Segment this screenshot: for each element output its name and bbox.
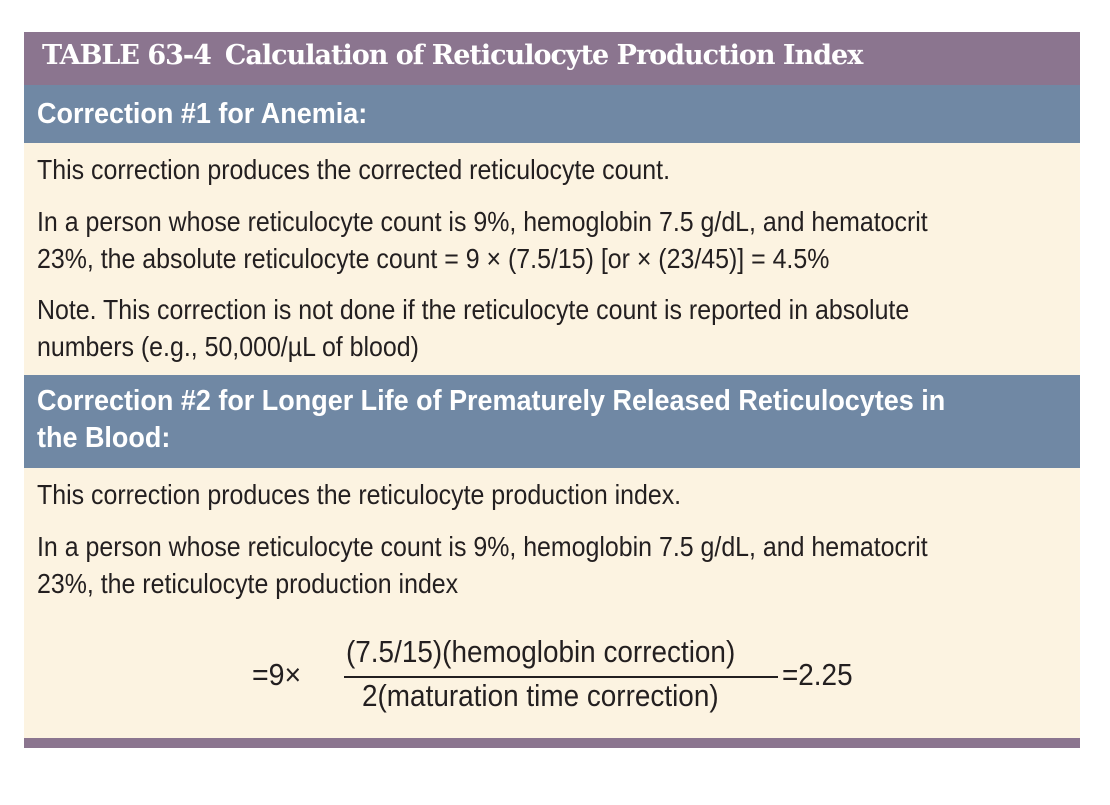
table-bottom-rule [24,738,1080,748]
reticulocyte-table: TABLE 63-4 Calculation of Reticulocyte Pr… [24,32,1080,748]
section-1-header: Correction #1 for Anemia: [24,85,1080,143]
section-1-header-text: Correction #1 for Anemia: [37,98,368,130]
table-title-bar: TABLE 63-4 Calculation of Reticulocyte Pr… [24,32,1080,85]
formula-numerator: (7.5/15)(hemoglobin correction) [346,634,736,669]
section-2-paragraph-2-line-2: 23%, the reticulocyte production index [37,568,459,599]
section-1-paragraph-2-line-2: 23%, the absolute reticulocyte count = 9… [37,243,830,274]
fraction-bar [344,676,778,678]
formula-denominator: 2(maturation time correction) [362,678,719,713]
formula-prefix: =9× [252,657,302,692]
section-2-paragraph-2-line-1: In a person whose reticulocyte count is … [37,531,928,562]
table-title: TABLE 63-4 Calculation of Reticulocyte Pr… [42,40,863,71]
section-1-paragraph-2-line-1: In a person whose reticulocyte count is … [37,206,928,237]
section-1-paragraph-1: This correction produces the corrected r… [37,154,670,185]
table-title-text: Calculation of Reticulocyte Production I… [224,40,863,71]
table-number: TABLE 63-4 [42,40,212,71]
section-1-note-line-2: numbers (e.g., 50,000/µL of blood) [37,331,419,362]
formula-result: =2.25 [782,657,853,692]
section-2-paragraph-1: This correction produces the reticulocyt… [37,479,682,510]
section-2-header: Correction #2 for Longer Life of Prematu… [24,375,1080,468]
section-2-header-line-1: Correction #2 for Longer Life of Prematu… [37,385,946,417]
section-2-header-line-2: the Blood: [37,422,171,454]
section-1-note-line-1: Note. This correction is not done if the… [37,294,910,325]
